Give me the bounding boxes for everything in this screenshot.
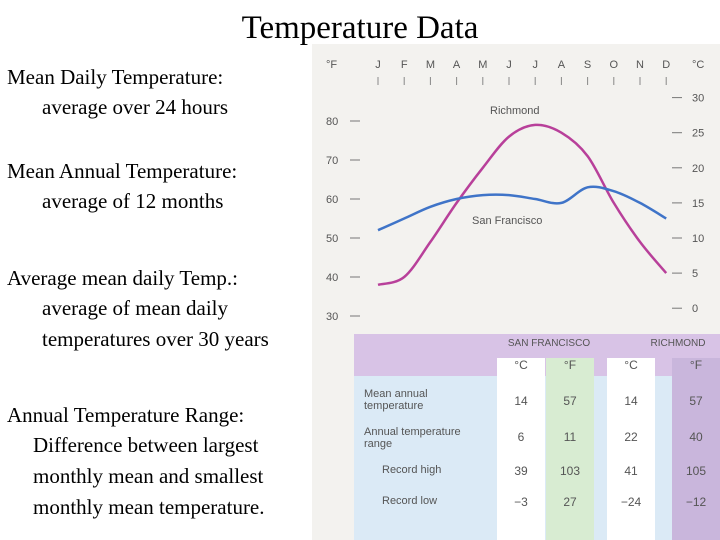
table-unit-header: °C: [514, 358, 528, 372]
table-cell: 39: [514, 464, 528, 478]
definition-text: average over 24 hours: [42, 95, 229, 119]
right-axis-unit: °C: [692, 59, 704, 71]
left-axis-tick-label: 70: [326, 155, 338, 167]
table-cell: 40: [689, 430, 703, 444]
definition-term: Mean Annual Temperature:: [7, 159, 238, 183]
definition-text: temperatures over 30 years: [42, 327, 269, 351]
left-axis-tick-label: 30: [326, 311, 338, 323]
column-stripe: [497, 358, 545, 540]
right-axis-tick-label: 25: [692, 128, 704, 140]
right-axis-tick-label: 30: [692, 93, 704, 105]
table-unit-header: °F: [563, 358, 577, 372]
definition-term: Mean Daily Temperature:: [7, 65, 224, 89]
table-unit-header: °F: [689, 358, 703, 372]
right-axis-tick-label: 20: [692, 163, 704, 175]
column-stripe: [546, 358, 594, 540]
month-tick-label: S: [584, 59, 591, 71]
table-cell: 57: [563, 394, 577, 408]
definition-text: monthly mean temperature.: [33, 495, 265, 519]
month-tick-label: A: [453, 59, 461, 71]
definition-mean-daily: Mean Daily Temperature: average over 24 …: [7, 62, 312, 123]
month-tick-label: J: [506, 59, 512, 71]
definition-text: Difference between largest: [33, 433, 259, 457]
table-row-label: Record low: [382, 495, 438, 507]
month-tick-label: D: [662, 59, 670, 71]
column-stripe: [672, 358, 720, 540]
series-line-richmond: [377, 123, 668, 287]
definition-term: Average mean daily Temp.:: [7, 266, 238, 290]
table-city-header: RICHMOND: [650, 338, 706, 349]
temperature-chart: °F °C J F M A M J J A S O N D 30 40 50 60 70 80 0 5 10 15 20 25 30…: [326, 59, 704, 323]
table-cell: −3: [514, 495, 528, 509]
definition-annual-range: Annual Temperature Range: Difference bet…: [7, 400, 312, 523]
month-tick-label: J: [375, 59, 381, 71]
temperature-figure: °F °C J F M A M J J A S O N D 30 40 50 60 70 80 0 5 10 15 20 25 30…: [312, 44, 720, 540]
table-cell: −24: [620, 495, 642, 509]
definition-average-mean-daily: Average mean daily Temp.: average of mea…: [7, 263, 312, 355]
definition-text: average of 12 months: [42, 189, 224, 213]
table-cell: 6: [517, 430, 525, 444]
series-label-richmond: Richmond: [490, 105, 540, 117]
column-stripe: [607, 358, 655, 540]
table-city-header: SAN FRANCISCO: [507, 338, 591, 349]
table-cell: 22: [624, 430, 638, 444]
table-cell: 11: [563, 430, 577, 444]
left-axis-tick-label: 80: [326, 116, 338, 128]
month-tick-label: M: [426, 59, 435, 71]
definition-text: monthly mean and smallest: [33, 464, 264, 488]
month-tick-label: F: [401, 59, 408, 71]
left-axis-tick-label: 60: [326, 194, 338, 206]
right-axis-tick-label: 10: [692, 233, 704, 245]
table-cell: 105: [685, 464, 707, 478]
table-unit-header: °C: [624, 358, 638, 372]
table-row-label: Record high: [382, 464, 442, 476]
table-cell: −12: [685, 495, 707, 509]
series-line-san-francisco: [377, 185, 667, 232]
temperature-table: SAN FRANCISCO RICHMOND °C °F °C °F Mean …: [354, 334, 720, 540]
month-tick-label: N: [636, 59, 644, 71]
definition-mean-annual: Mean Annual Temperature: average of 12 m…: [7, 156, 312, 217]
right-axis-tick-label: 0: [692, 303, 698, 315]
table-row-label: Annual temperature range: [364, 426, 461, 450]
table-cell: 14: [624, 394, 638, 408]
right-axis-tick-label: 5: [692, 268, 698, 280]
left-axis-tick-label: 40: [326, 272, 338, 284]
month-tick-label: A: [558, 59, 566, 71]
month-tick-label: O: [610, 59, 619, 71]
slide-title: Temperature Data: [241, 10, 479, 46]
table-cell: 41: [624, 464, 638, 478]
table-row-label: Mean annual temperature: [364, 388, 428, 412]
series-label-san-francisco: San Francisco: [472, 215, 542, 227]
right-axis-tick-label: 15: [692, 198, 704, 210]
left-axis-tick-label: 50: [326, 233, 338, 245]
month-tick-label: M: [478, 59, 487, 71]
table-cell: 57: [689, 394, 703, 408]
month-tick-label: J: [532, 59, 538, 71]
left-axis-unit: °F: [326, 59, 337, 71]
table-cell: 14: [514, 394, 528, 408]
table-cell: 103: [559, 464, 581, 478]
definition-text: average of mean daily: [42, 296, 228, 320]
definition-term: Annual Temperature Range:: [7, 403, 245, 427]
table-cell: 27: [563, 495, 577, 509]
